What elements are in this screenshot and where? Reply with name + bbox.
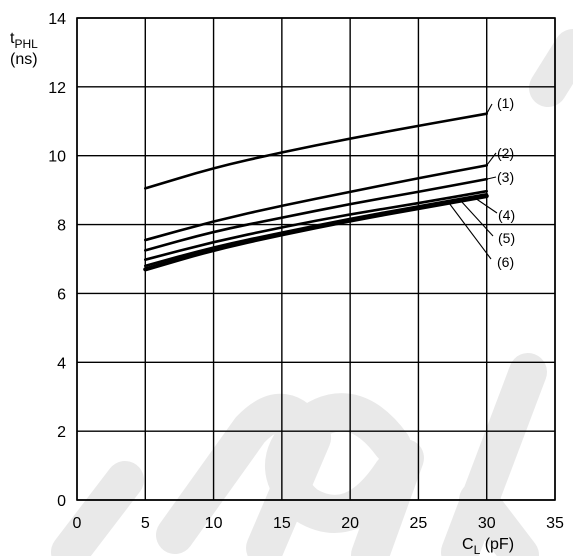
- x-tick-label: 0: [73, 515, 82, 532]
- watermark-stroke-3: [441, 29, 573, 556]
- y-tick-label: 14: [48, 11, 66, 28]
- x-axis-label: CL (pF): [462, 536, 514, 556]
- series-leader-4: [474, 197, 498, 214]
- series-line-3: [143, 177, 489, 252]
- x-axis-label-symbol: C: [462, 536, 474, 553]
- series-label-3: (3): [497, 169, 514, 185]
- x-tick-label: 10: [205, 515, 223, 532]
- series-label-2: (2): [497, 145, 514, 161]
- series-labels: (1) (2) (3) (4) (5) (6): [497, 95, 515, 270]
- x-tick-label: 25: [410, 515, 428, 532]
- series-leader-3: [486, 176, 497, 180]
- x-axis-label-subscript: L: [474, 543, 481, 556]
- watermark: [51, 29, 573, 556]
- series-label-6: (6): [497, 254, 514, 270]
- y-tick-label: 8: [57, 218, 66, 235]
- y-tick-label: 12: [48, 80, 66, 97]
- y-tick-label: 6: [57, 286, 66, 303]
- y-axis-label-main: tPHL: [10, 30, 38, 51]
- y-axis-label-unit: (ns): [10, 51, 38, 68]
- series-line-2: [143, 164, 489, 242]
- y-tick-label: 2: [57, 424, 66, 441]
- series-leaders: [448, 103, 498, 260]
- x-tick-label: 35: [546, 515, 564, 532]
- series-label-5: (5): [498, 230, 515, 246]
- series-leader-5: [460, 200, 494, 237]
- series-leader-1: [486, 103, 493, 114]
- series-line-4: [143, 189, 489, 261]
- watermark-stroke-2: [265, 393, 424, 556]
- series-line-6: [143, 193, 489, 272]
- series-leader-6: [448, 202, 492, 260]
- x-tick-label: 15: [273, 515, 291, 532]
- y-axis-label-subscript: PHL: [14, 37, 38, 51]
- series-leader-2: [486, 152, 497, 166]
- plot-border: [76, 17, 556, 501]
- x-axis-label-unit: (pF): [480, 536, 514, 553]
- series-lines: [143, 112, 489, 272]
- y-tick-label: 0: [57, 493, 66, 510]
- series-label-4: (4): [498, 207, 515, 223]
- x-axis-label-main: CL (pF): [462, 536, 514, 556]
- x-tick-label: 20: [341, 515, 359, 532]
- y-tick-label: 10: [48, 149, 66, 166]
- series-label-1: (1): [497, 95, 514, 111]
- y-axis-label: tPHL (ns): [10, 30, 38, 68]
- y-tick-label: 4: [57, 355, 66, 372]
- axes: 0 5 10 15 20 25 30 35 0 2 4 6 8 10 12 14: [48, 11, 564, 532]
- y-axis-label-symbol: t: [10, 30, 15, 47]
- series-line-1: [143, 112, 489, 190]
- x-tick-label: 30: [478, 515, 496, 532]
- x-tick-label: 5: [141, 515, 150, 532]
